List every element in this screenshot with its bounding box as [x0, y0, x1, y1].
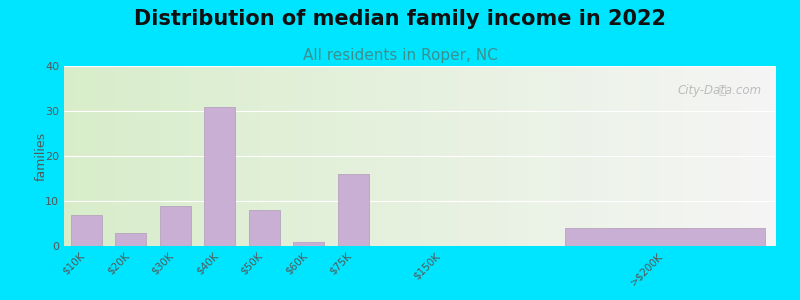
- Bar: [293, 242, 324, 246]
- Bar: [565, 228, 765, 246]
- Bar: [338, 174, 369, 246]
- Bar: [249, 210, 280, 246]
- Bar: [204, 106, 235, 246]
- Bar: [115, 232, 146, 246]
- Text: City-Data.com: City-Data.com: [678, 84, 762, 97]
- Text: All residents in Roper, NC: All residents in Roper, NC: [302, 48, 498, 63]
- Text: ⓘ: ⓘ: [718, 84, 726, 97]
- Bar: [160, 206, 191, 246]
- Bar: [70, 214, 102, 246]
- Y-axis label: families: families: [34, 131, 47, 181]
- Text: Distribution of median family income in 2022: Distribution of median family income in …: [134, 9, 666, 29]
